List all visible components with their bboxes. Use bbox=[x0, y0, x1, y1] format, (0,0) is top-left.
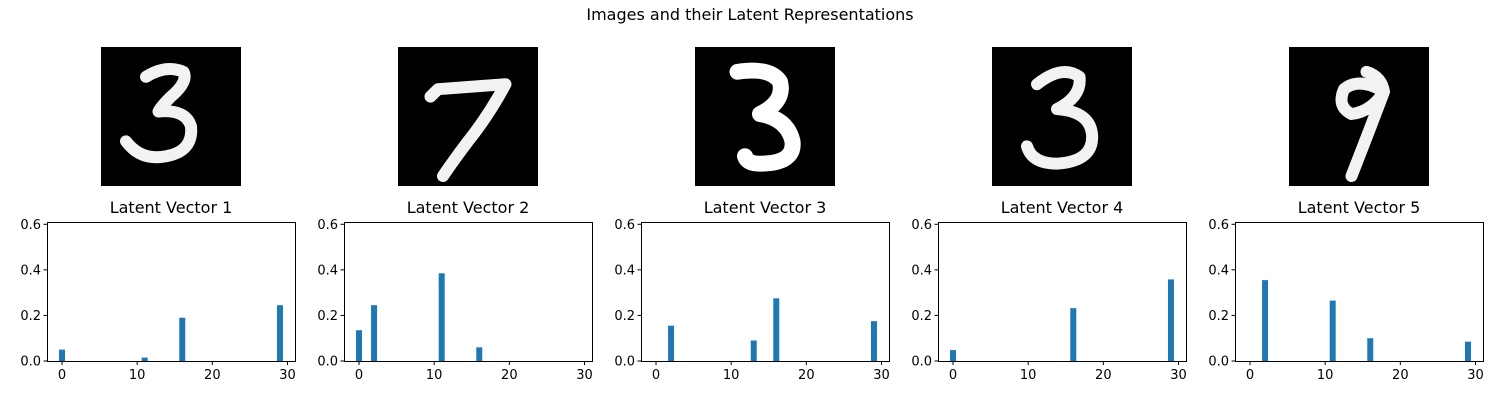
chart-5-xtick-label-1: 0 bbox=[1246, 368, 1254, 383]
digit-image-3 bbox=[695, 47, 835, 186]
chart-2-xtick-label-2: 10 bbox=[426, 368, 443, 383]
latent-vector-2-title: Latent Vector 2 bbox=[406, 198, 530, 217]
chart-4-ytick-label-1: 0.0 bbox=[911, 355, 932, 370]
chart-2-bar-2 bbox=[371, 305, 378, 361]
chart-2-bar-4 bbox=[476, 347, 483, 361]
chart-1-bar-1 bbox=[59, 349, 66, 361]
chart-4-bar-2 bbox=[1070, 308, 1077, 361]
chart-1-xtick-label-2: 10 bbox=[129, 368, 146, 383]
chart-4-xtick-label-1: 0 bbox=[949, 368, 957, 383]
chart-1-bar-3 bbox=[179, 317, 186, 361]
chart-2-xtick-label-4: 30 bbox=[576, 368, 593, 383]
chart-5-axes-frame bbox=[1235, 222, 1484, 362]
chart-4-bar-1 bbox=[950, 350, 957, 361]
chart-2-bar-1 bbox=[356, 330, 363, 361]
chart-2-ytick-label-1: 0.0 bbox=[317, 355, 338, 370]
chart-3-bar-2 bbox=[750, 340, 757, 361]
digit-image-1 bbox=[101, 47, 241, 186]
chart-1-xtick-label-1: 0 bbox=[58, 368, 66, 383]
chart-5-ytick-label-3: 0.4 bbox=[1208, 263, 1229, 278]
chart-4-ytick-label-4: 0.6 bbox=[911, 218, 932, 233]
latent-vector-5-title: Latent Vector 5 bbox=[1297, 198, 1421, 217]
chart-3-ytick-label-3: 0.4 bbox=[614, 263, 635, 278]
figure-title: Images and their Latent Representations bbox=[586, 5, 914, 24]
chart-3-xtick-label-1: 0 bbox=[652, 368, 660, 383]
chart-5-xtick-label-2: 10 bbox=[1317, 368, 1334, 383]
chart-5-xtick-label-4: 30 bbox=[1467, 368, 1484, 383]
latent-vector-3-title: Latent Vector 3 bbox=[703, 198, 827, 217]
chart-1-bar-4 bbox=[276, 305, 283, 361]
chart-4-ytick-label-2: 0.2 bbox=[911, 309, 932, 324]
chart-5-ytick-label-2: 0.2 bbox=[1208, 309, 1229, 324]
chart-5-bar-1 bbox=[1262, 280, 1269, 361]
chart-2-xtick-label-3: 20 bbox=[501, 368, 518, 383]
digit-image-2 bbox=[398, 47, 538, 186]
chart-4-ytick-label-3: 0.4 bbox=[911, 263, 932, 278]
chart-3-axes-frame bbox=[641, 222, 890, 362]
chart-3-bar-1 bbox=[668, 325, 675, 361]
chart-3-ytick-label-1: 0.0 bbox=[614, 355, 635, 370]
chart-3-ytick-label-2: 0.2 bbox=[614, 309, 635, 324]
chart-1-axes-frame bbox=[47, 222, 296, 362]
chart-3-xtick-label-4: 30 bbox=[873, 368, 890, 383]
chart-1-xtick-label-4: 30 bbox=[279, 368, 296, 383]
chart-2-ytick-label-2: 0.2 bbox=[317, 309, 338, 324]
digit-image-4 bbox=[992, 47, 1132, 186]
chart-3-ytick-label-4: 0.6 bbox=[614, 218, 635, 233]
latent-vector-1-title: Latent Vector 1 bbox=[109, 198, 233, 217]
chart-1-ytick-label-3: 0.4 bbox=[20, 263, 41, 278]
chart-2-ytick-label-3: 0.4 bbox=[317, 263, 338, 278]
chart-3-xtick-label-2: 10 bbox=[723, 368, 740, 383]
chart-4-bar-3 bbox=[1167, 279, 1174, 361]
chart-4-xtick-label-3: 20 bbox=[1095, 368, 1112, 383]
chart-1-ytick-label-2: 0.2 bbox=[20, 309, 41, 324]
latent-vector-4-title: Latent Vector 4 bbox=[1000, 198, 1124, 217]
chart-5-ytick-label-1: 0.0 bbox=[1208, 355, 1229, 370]
chart-3-xtick-label-3: 20 bbox=[798, 368, 815, 383]
chart-5-bar-4 bbox=[1464, 341, 1471, 361]
chart-1-bar-2 bbox=[141, 357, 148, 361]
chart-2-xtick-label-1: 0 bbox=[355, 368, 363, 383]
chart-2-bar-3 bbox=[438, 273, 445, 361]
chart-5-xtick-label-3: 20 bbox=[1392, 368, 1409, 383]
chart-1-ytick-label-1: 0.0 bbox=[20, 355, 41, 370]
chart-2-axes-frame bbox=[344, 222, 593, 362]
chart-3-bar-4 bbox=[870, 321, 877, 361]
chart-5-ytick-label-4: 0.6 bbox=[1208, 218, 1229, 233]
chart-1-ytick-label-4: 0.6 bbox=[20, 218, 41, 233]
chart-3-bar-3 bbox=[773, 298, 780, 361]
chart-4-xtick-label-2: 10 bbox=[1020, 368, 1037, 383]
chart-4-xtick-label-4: 30 bbox=[1170, 368, 1187, 383]
chart-1-xtick-label-3: 20 bbox=[204, 368, 221, 383]
chart-5-bar-2 bbox=[1329, 300, 1336, 361]
chart-4-axes-frame bbox=[938, 222, 1187, 362]
chart-5-bar-3 bbox=[1367, 338, 1374, 361]
chart-2-ytick-label-4: 0.6 bbox=[317, 218, 338, 233]
digit-image-5 bbox=[1289, 47, 1429, 186]
